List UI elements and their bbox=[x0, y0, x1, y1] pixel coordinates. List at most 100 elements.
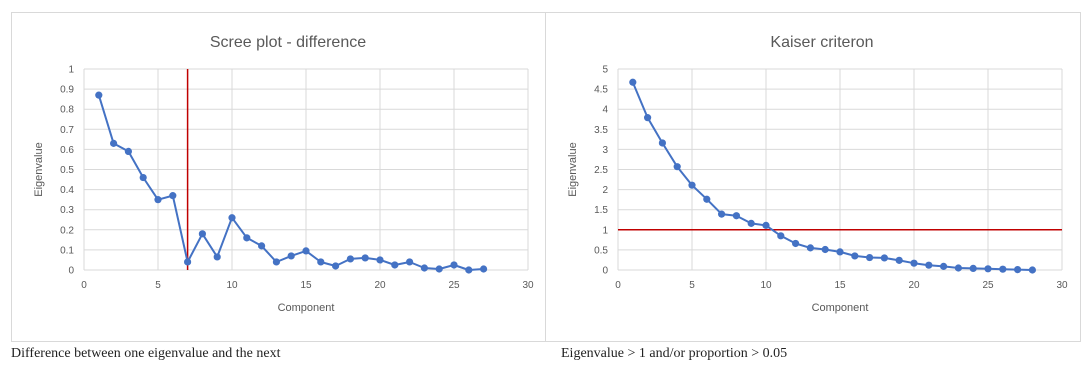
data-point bbox=[969, 264, 977, 272]
caption-right: Eigenvalue > 1 and/or proportion > 0.05 bbox=[561, 346, 788, 361]
y-tick-label: 0 bbox=[68, 266, 74, 277]
data-point bbox=[629, 78, 637, 86]
chart-title: Scree plot - difference bbox=[210, 34, 366, 51]
data-point bbox=[420, 264, 428, 272]
y-tick-label: 4 bbox=[602, 105, 608, 116]
data-point bbox=[95, 91, 103, 99]
y-tick-label: 1 bbox=[68, 65, 74, 76]
y-tick-label: 0.4 bbox=[60, 185, 74, 196]
x-tick-label: 25 bbox=[982, 280, 994, 291]
data-point bbox=[228, 214, 236, 222]
x-axis-title: Component bbox=[278, 302, 335, 314]
data-point bbox=[317, 258, 325, 266]
y-tick-label: 0.9 bbox=[60, 85, 74, 96]
data-point bbox=[1028, 266, 1036, 274]
data-point bbox=[258, 242, 266, 250]
x-tick-label: 25 bbox=[448, 280, 460, 291]
data-point bbox=[806, 244, 814, 252]
data-point bbox=[243, 234, 251, 242]
data-point bbox=[169, 192, 177, 200]
x-tick-label: 30 bbox=[1056, 280, 1068, 291]
data-point bbox=[644, 114, 652, 122]
chart-title: Kaiser criteron bbox=[770, 34, 873, 51]
x-tick-label: 0 bbox=[615, 280, 621, 291]
data-point bbox=[688, 181, 696, 189]
y-tick-label: 0 bbox=[602, 266, 608, 277]
x-axis-title: Component bbox=[812, 302, 869, 314]
y-axis-title: Eigenvalue bbox=[33, 142, 45, 196]
data-point bbox=[346, 255, 354, 263]
data-point bbox=[435, 265, 443, 273]
data-point bbox=[925, 261, 933, 269]
data-point bbox=[465, 266, 473, 274]
data-point bbox=[198, 230, 206, 238]
x-tick-label: 20 bbox=[908, 280, 920, 291]
data-point bbox=[910, 259, 918, 267]
x-tick-label: 20 bbox=[374, 280, 386, 291]
data-point bbox=[184, 258, 192, 266]
data-point bbox=[895, 256, 903, 264]
y-tick-label: 0.3 bbox=[60, 205, 74, 216]
data-point bbox=[984, 265, 992, 273]
scree-plot-difference-chart: Scree plot - difference 0 0.1 0.2 0.3 0.4 0.5 0… bbox=[11, 12, 547, 342]
x-tick-label: 15 bbox=[834, 280, 846, 291]
x-tick-label: 0 bbox=[81, 280, 87, 291]
data-point bbox=[954, 264, 962, 272]
series-line bbox=[631, 81, 1033, 271]
data-point bbox=[836, 248, 844, 256]
chart-svg: Scree plot - difference 0 0.1 0.2 0.3 0.4 0.5 0… bbox=[33, 34, 534, 314]
y-tick-label: 0.8 bbox=[60, 105, 74, 116]
y-tick-label: 5 bbox=[602, 65, 608, 76]
data-point bbox=[124, 147, 132, 156]
data-point bbox=[703, 195, 711, 203]
data-point bbox=[391, 261, 399, 269]
x-tick-label: 15 bbox=[300, 280, 312, 291]
data-point bbox=[287, 252, 295, 260]
y-tick-label: 2.5 bbox=[594, 165, 608, 176]
data-point bbox=[272, 258, 280, 266]
y-tick-label: 1.5 bbox=[594, 205, 608, 216]
data-point bbox=[673, 163, 681, 171]
data-point bbox=[110, 139, 118, 147]
y-tick-label: 3.5 bbox=[594, 125, 608, 136]
data-point bbox=[213, 253, 221, 261]
data-point bbox=[999, 265, 1007, 273]
y-tick-label: 4.5 bbox=[594, 85, 608, 96]
y-axis-title: Eigenvalue bbox=[567, 142, 579, 196]
data-point bbox=[866, 253, 874, 262]
y-tick-label: 0.5 bbox=[594, 245, 608, 256]
y-tick-label: 3 bbox=[602, 145, 608, 156]
x-tick-label: 5 bbox=[155, 280, 161, 291]
y-tick-label: 2 bbox=[602, 185, 608, 196]
x-tick-label: 10 bbox=[226, 280, 238, 291]
data-point bbox=[851, 252, 859, 260]
series-line bbox=[97, 94, 484, 271]
data-point bbox=[777, 232, 785, 240]
y-tick-label: 0.7 bbox=[60, 125, 74, 136]
data-point bbox=[747, 219, 755, 227]
data-point bbox=[154, 196, 162, 204]
data-point bbox=[880, 254, 888, 262]
x-tick-label: 10 bbox=[760, 280, 772, 291]
data-point bbox=[792, 239, 800, 248]
y-tick-label: 0.1 bbox=[60, 245, 74, 256]
data-point bbox=[376, 256, 384, 264]
y-tick-label: 1 bbox=[602, 225, 608, 236]
data-point bbox=[480, 265, 488, 273]
data-point bbox=[718, 210, 726, 218]
data-point bbox=[762, 221, 770, 229]
data-point bbox=[406, 258, 414, 266]
data-point bbox=[450, 261, 458, 269]
data-point bbox=[732, 212, 740, 220]
x-tick-label: 30 bbox=[522, 280, 534, 291]
y-tick-label: 0.5 bbox=[60, 165, 74, 176]
caption-left: Difference between one eigenvalue and th… bbox=[11, 346, 281, 361]
data-point bbox=[361, 254, 369, 262]
data-point bbox=[658, 139, 666, 147]
x-tick-label: 5 bbox=[689, 280, 695, 291]
y-tick-label: 0.6 bbox=[60, 145, 74, 156]
y-tick-label: 0.2 bbox=[60, 225, 74, 236]
kaiser-criterion-chart: Kaiser criteron 0 0.5 1 1.5 2 2.5 3 3.5 4 4.5 5 0 5 10… bbox=[545, 12, 1081, 342]
data-point bbox=[332, 262, 340, 270]
data-point bbox=[139, 173, 147, 182]
